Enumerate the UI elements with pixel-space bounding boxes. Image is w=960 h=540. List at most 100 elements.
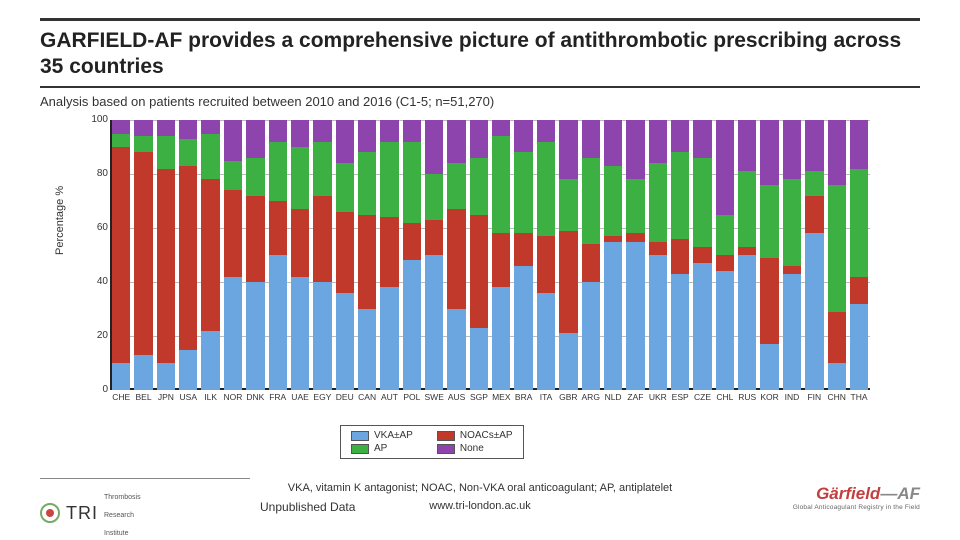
bar-segment-vka_ap bbox=[358, 309, 376, 390]
bar: CHL bbox=[716, 120, 734, 390]
bar-segment-none bbox=[313, 120, 331, 142]
bar-segment-noac_ap bbox=[559, 231, 577, 334]
bar-segment-noac_ap bbox=[828, 312, 846, 363]
bar-segment-vka_ap bbox=[470, 328, 488, 390]
bar-segment-ap bbox=[604, 166, 622, 236]
y-tick-label: 40 bbox=[80, 276, 108, 287]
bar: UAE bbox=[291, 120, 309, 390]
bar-segment-vka_ap bbox=[492, 287, 510, 390]
bar-segment-noac_ap bbox=[626, 233, 644, 241]
y-tick-label: 100 bbox=[80, 114, 108, 125]
bar-segment-vka_ap bbox=[134, 355, 152, 390]
x-tick-label: POL bbox=[403, 392, 420, 402]
bar-segment-ap bbox=[447, 163, 465, 209]
bar-segment-none bbox=[514, 120, 532, 152]
bar-segment-ap bbox=[224, 161, 242, 191]
legend-item-none: None bbox=[437, 443, 513, 454]
bar-segment-vka_ap bbox=[693, 263, 711, 390]
garfield-name: Gärfield bbox=[816, 484, 880, 503]
x-tick-label: DNK bbox=[246, 392, 264, 402]
tri-sub-1: Thrombosis bbox=[104, 494, 141, 501]
bar: BEL bbox=[134, 120, 152, 390]
bar-segment-noac_ap bbox=[760, 258, 778, 344]
legend: VKA±APNOACs±APAPNone bbox=[340, 425, 524, 459]
bar: ZAF bbox=[626, 120, 644, 390]
bar-segment-noac_ap bbox=[134, 152, 152, 355]
x-tick-label: FRA bbox=[269, 392, 286, 402]
bar-segment-ap bbox=[112, 134, 130, 148]
bar: UKR bbox=[649, 120, 667, 390]
bar-segment-ap bbox=[626, 179, 644, 233]
bar-segment-vka_ap bbox=[760, 344, 778, 390]
bar-segment-noac_ap bbox=[514, 233, 532, 265]
bar-segment-none bbox=[716, 120, 734, 215]
bar-segment-ap bbox=[157, 136, 175, 168]
garfield-logo-text: Gärfield—AF bbox=[793, 484, 920, 504]
bar-segment-vka_ap bbox=[403, 260, 421, 390]
x-tick-label: CAN bbox=[358, 392, 376, 402]
bar-segment-ap bbox=[582, 158, 600, 244]
bar-segment-ap bbox=[425, 174, 443, 220]
bar-segment-none bbox=[582, 120, 600, 158]
bar: ARG bbox=[582, 120, 600, 390]
bar-segment-ap bbox=[760, 185, 778, 258]
x-tick-label: ILK bbox=[204, 392, 217, 402]
bar: USA bbox=[179, 120, 197, 390]
bar-segment-noac_ap bbox=[582, 244, 600, 282]
bar: CZE bbox=[693, 120, 711, 390]
bar: NOR bbox=[224, 120, 242, 390]
bar: FIN bbox=[805, 120, 823, 390]
bar-segment-vka_ap bbox=[828, 363, 846, 390]
bar-segment-vka_ap bbox=[313, 282, 331, 390]
legend-swatch bbox=[351, 431, 369, 441]
x-tick-label: FIN bbox=[807, 392, 821, 402]
bar-segment-none bbox=[246, 120, 264, 158]
bar-segment-none bbox=[537, 120, 555, 142]
x-tick-label: AUT bbox=[381, 392, 398, 402]
bar: DNK bbox=[246, 120, 264, 390]
legend-item-vka_ap: VKA±AP bbox=[351, 430, 413, 441]
bar: DEU bbox=[336, 120, 354, 390]
bar: GBR bbox=[559, 120, 577, 390]
bar: RUS bbox=[738, 120, 756, 390]
x-tick-label: GBR bbox=[559, 392, 577, 402]
bar-segment-ap bbox=[671, 152, 689, 238]
legend-label: AP bbox=[374, 443, 387, 454]
bar-segment-none bbox=[850, 120, 868, 169]
bar-segment-none bbox=[447, 120, 465, 163]
tri-logo-text: TRI bbox=[66, 503, 98, 524]
bar-segment-noac_ap bbox=[693, 247, 711, 263]
bar-segment-ap bbox=[179, 139, 197, 166]
x-tick-label: KOR bbox=[760, 392, 778, 402]
bar-segment-noac_ap bbox=[112, 147, 130, 363]
bar-segment-vka_ap bbox=[246, 282, 264, 390]
x-tick-label: JPN bbox=[158, 392, 174, 402]
bar: SGP bbox=[470, 120, 488, 390]
bar-segment-noac_ap bbox=[671, 239, 689, 274]
tri-sub-2: Research bbox=[104, 512, 134, 519]
bar: ITA bbox=[537, 120, 555, 390]
x-tick-label: USA bbox=[180, 392, 197, 402]
bar-segment-noac_ap bbox=[201, 179, 219, 330]
bar: POL bbox=[403, 120, 421, 390]
bar-segment-noac_ap bbox=[716, 255, 734, 271]
bar-segment-vka_ap bbox=[201, 331, 219, 390]
x-tick-label: IND bbox=[785, 392, 800, 402]
bar-segment-ap bbox=[336, 163, 354, 212]
tri-sub-3: Institute bbox=[104, 530, 129, 537]
bar-segment-none bbox=[626, 120, 644, 179]
x-tick-label: CHN bbox=[827, 392, 845, 402]
x-tick-label: SGP bbox=[470, 392, 488, 402]
bar-segment-ap bbox=[358, 152, 376, 214]
bar-segment-ap bbox=[269, 142, 287, 201]
bar-segment-ap bbox=[403, 142, 421, 223]
x-tick-label: NOR bbox=[224, 392, 243, 402]
bar-segment-vka_ap bbox=[716, 271, 734, 390]
bar: THA bbox=[850, 120, 868, 390]
bar-segment-none bbox=[358, 120, 376, 152]
x-tick-label: CZE bbox=[694, 392, 711, 402]
bar-segment-vka_ap bbox=[582, 282, 600, 390]
bar-segment-vka_ap bbox=[671, 274, 689, 390]
y-tick-label: 20 bbox=[80, 330, 108, 341]
tri-logo-icon bbox=[40, 503, 60, 523]
